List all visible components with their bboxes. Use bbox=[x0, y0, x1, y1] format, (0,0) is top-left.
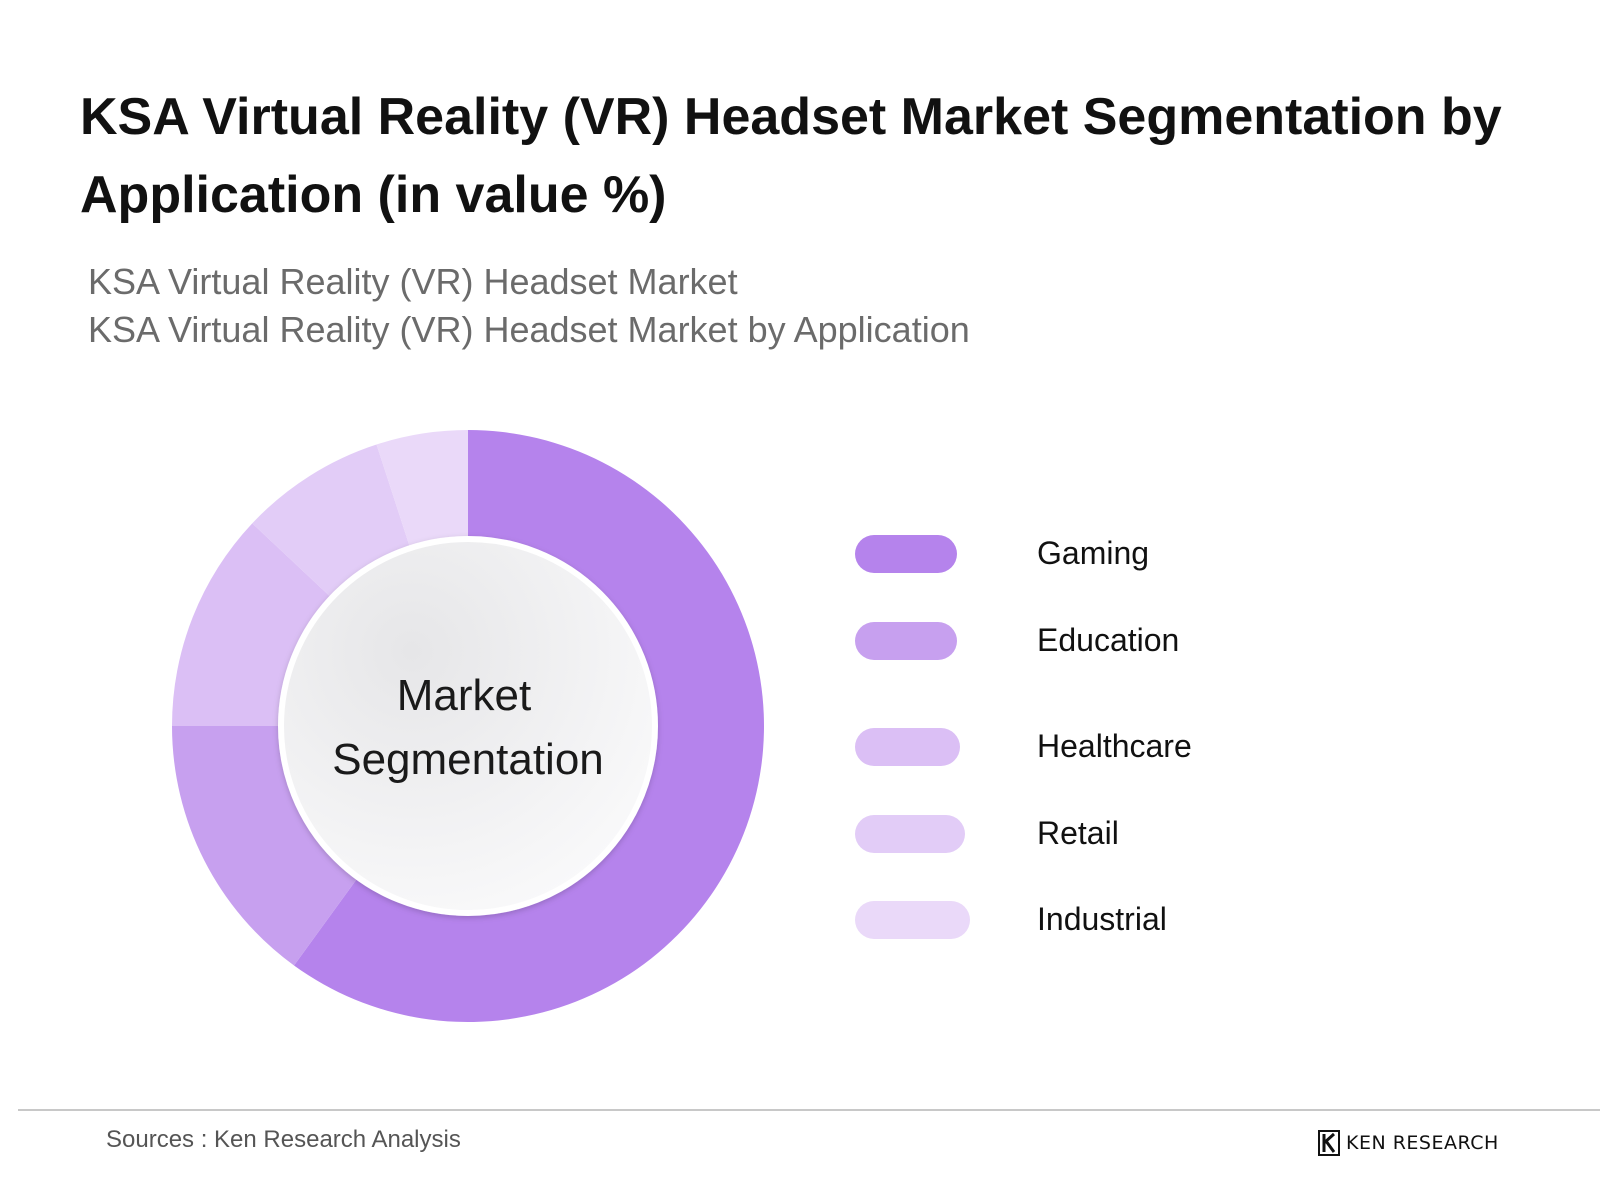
center-label-line1: Market bbox=[397, 671, 531, 720]
ken-research-k-logo-icon bbox=[1318, 1130, 1340, 1156]
brand-name: KEN RESEARCH bbox=[1346, 1132, 1499, 1154]
brand-logo: KEN RESEARCH bbox=[1318, 1128, 1499, 1158]
legend-swatch bbox=[855, 535, 957, 573]
legend-item-healthcare: Healthcare bbox=[855, 728, 1355, 768]
chart-title: KSA Virtual Reality (VR) Headset Market … bbox=[80, 88, 1502, 224]
footer-divider bbox=[18, 1109, 1600, 1111]
source-note: Sources : Ken Research Analysis bbox=[106, 1126, 461, 1153]
chart-subtitle-application: KSA Virtual Reality (VR) Headset Market … bbox=[88, 309, 970, 350]
donut-center bbox=[278, 536, 658, 916]
legend-item-education: Education bbox=[855, 622, 1355, 662]
legend-label: Gaming bbox=[1037, 535, 1150, 571]
legend-swatch bbox=[855, 815, 965, 853]
legend-swatch bbox=[855, 901, 970, 939]
legend-swatch bbox=[855, 622, 957, 660]
legend-label: Industrial bbox=[1037, 901, 1167, 937]
chart-subtitle-market: KSA Virtual Reality (VR) Headset Market bbox=[88, 261, 738, 302]
legend-item-industrial: Industrial bbox=[855, 901, 1355, 941]
legend-label: Healthcare bbox=[1037, 728, 1192, 764]
center-label-line2: Segmentation bbox=[332, 735, 604, 784]
legend-swatch bbox=[855, 728, 960, 766]
legend-item-gaming: Gaming bbox=[855, 535, 1355, 575]
legend-item-retail: Retail bbox=[855, 815, 1355, 855]
legend-label: Education bbox=[1037, 622, 1180, 658]
legend-label: Retail bbox=[1037, 815, 1119, 851]
